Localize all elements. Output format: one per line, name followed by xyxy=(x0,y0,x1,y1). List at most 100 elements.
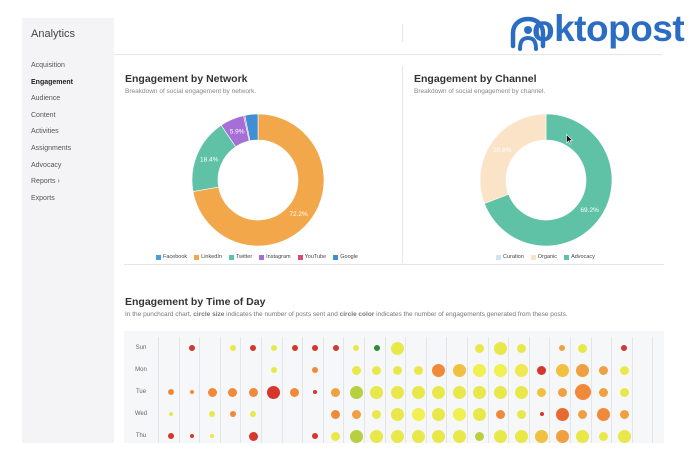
punchcard-dot[interactable] xyxy=(597,407,610,421)
punchcard-dot[interactable] xyxy=(351,409,361,419)
punchcard-dot[interactable] xyxy=(452,385,466,399)
punchcard-dot[interactable] xyxy=(391,385,404,399)
punchcard-dot[interactable] xyxy=(331,409,341,419)
punchcard-dot[interactable] xyxy=(516,409,526,419)
punchcard-dot[interactable] xyxy=(578,409,588,419)
punchcard-dot[interactable] xyxy=(537,365,547,375)
legend-item-twitter[interactable]: Twitter xyxy=(228,254,252,260)
punchcard-dot[interactable] xyxy=(370,429,384,443)
punchcard-dot[interactable] xyxy=(248,387,258,397)
legend-item-organic[interactable]: Organic xyxy=(530,254,557,260)
punchcard-dot[interactable] xyxy=(331,431,341,441)
punchcard-dot[interactable] xyxy=(559,345,566,351)
punchcard-dot[interactable] xyxy=(313,390,318,394)
punchcard-dot[interactable] xyxy=(351,365,361,375)
punchcard-dot[interactable] xyxy=(452,407,466,421)
punchcard-dot[interactable] xyxy=(619,365,629,375)
punchcard-dot[interactable] xyxy=(391,407,404,421)
sidebar-item-reports[interactable]: Reports › xyxy=(31,178,60,186)
punchcard-dot[interactable] xyxy=(229,345,236,351)
sidebar-item-audience[interactable]: Audience xyxy=(31,95,61,103)
sidebar-item-engagement[interactable]: Engagement xyxy=(31,78,74,86)
sidebar-item-advocacy[interactable]: Advocacy xyxy=(31,161,62,169)
punchcard-dot[interactable] xyxy=(621,345,628,351)
punchcard-dot[interactable] xyxy=(578,343,588,353)
punchcard-dot[interactable] xyxy=(599,365,608,375)
punchcard-dot[interactable] xyxy=(576,429,590,443)
slice-linkedin[interactable] xyxy=(192,114,324,246)
legend-item-advocacy[interactable]: Advocacy xyxy=(564,254,595,260)
punchcard-dot[interactable] xyxy=(167,389,174,395)
punchcard-dot[interactable] xyxy=(555,363,569,377)
sidebar-item-assignments[interactable]: Assignments xyxy=(31,144,72,152)
punchcard-dot[interactable] xyxy=(432,363,446,377)
punchcard-dot[interactable] xyxy=(331,387,341,397)
punchcard-dot[interactable] xyxy=(494,429,507,443)
punchcard-dot[interactable] xyxy=(452,429,466,443)
slice-advocacy[interactable] xyxy=(483,114,612,246)
slice-google[interactable] xyxy=(244,114,259,142)
punchcard-dot[interactable] xyxy=(514,363,528,377)
punchcard-dot[interactable] xyxy=(494,385,507,399)
punchcard-dot[interactable] xyxy=(270,367,277,373)
punchcard-dot[interactable] xyxy=(516,343,526,353)
punchcard-dot[interactable] xyxy=(250,345,257,351)
punchcard-dot[interactable] xyxy=(574,384,591,400)
punchcard-dot[interactable] xyxy=(391,341,404,355)
sidebar-item-exports[interactable]: Exports xyxy=(31,194,55,202)
punchcard-dot[interactable] xyxy=(391,429,404,443)
punchcard-dot[interactable] xyxy=(619,409,629,419)
punchcard-dot[interactable] xyxy=(599,431,608,441)
punchcard-dot[interactable] xyxy=(209,411,216,417)
legend-item-curation[interactable]: Curation xyxy=(496,254,524,260)
punchcard-dot[interactable] xyxy=(494,363,507,377)
punchcard-dot[interactable] xyxy=(393,365,402,375)
punchcard-dot[interactable] xyxy=(432,429,446,443)
punchcard-dot[interactable] xyxy=(619,387,629,397)
punchcard-dot[interactable] xyxy=(413,365,423,375)
slice-organic[interactable] xyxy=(480,114,547,204)
punchcard-dot[interactable] xyxy=(473,385,487,399)
punchcard-dot[interactable] xyxy=(332,345,339,351)
punchcard-dot[interactable] xyxy=(370,385,384,399)
punchcard-dot[interactable] xyxy=(411,385,425,399)
punchcard-dot[interactable] xyxy=(312,345,319,351)
punchcard-dot[interactable] xyxy=(228,387,238,397)
punchcard-dot[interactable] xyxy=(189,390,194,394)
punchcard-dot[interactable] xyxy=(535,429,549,443)
sidebar-item-acquisition[interactable]: Acquisition xyxy=(31,62,65,69)
punchcard-dot[interactable] xyxy=(188,345,195,351)
punchcard-dot[interactable] xyxy=(537,387,547,397)
punchcard-dot[interactable] xyxy=(167,433,174,439)
punchcard-dot[interactable] xyxy=(373,345,380,351)
sidebar-item-activities[interactable]: Activities xyxy=(31,128,59,136)
punchcard-dot[interactable] xyxy=(353,345,360,351)
punchcard-dot[interactable] xyxy=(411,429,425,443)
punchcard-dot[interactable] xyxy=(270,345,277,351)
punchcard-dot[interactable] xyxy=(496,409,505,419)
punchcard-dot[interactable] xyxy=(411,407,425,421)
punchcard-dot[interactable] xyxy=(372,365,382,375)
punchcard-dot[interactable] xyxy=(291,345,298,351)
punchcard-dot[interactable] xyxy=(432,407,446,421)
punchcard-dot[interactable] xyxy=(349,429,363,443)
punchcard-dot[interactable] xyxy=(312,433,319,439)
punchcard-dot[interactable] xyxy=(475,343,485,353)
punchcard-dot[interactable] xyxy=(599,387,608,397)
punchcard-dot[interactable] xyxy=(555,407,569,421)
punchcard-dot[interactable] xyxy=(514,385,528,399)
punchcard-dot[interactable] xyxy=(372,409,382,419)
punchcard-dot[interactable] xyxy=(473,407,487,421)
punchcard-dot[interactable] xyxy=(207,387,217,397)
punchcard-dot[interactable] xyxy=(494,341,507,355)
legend-item-facebook[interactable]: Facebook xyxy=(156,254,187,260)
punchcard-dot[interactable] xyxy=(250,411,257,417)
punchcard-dot[interactable] xyxy=(349,385,363,399)
punchcard-dot[interactable] xyxy=(267,385,281,399)
punchcard-dot[interactable] xyxy=(290,387,299,397)
punchcard-dot[interactable] xyxy=(475,431,485,441)
punchcard-dot[interactable] xyxy=(432,385,446,399)
punchcard-dot[interactable] xyxy=(555,429,569,443)
punchcard-dot[interactable] xyxy=(189,434,194,438)
punchcard-dot[interactable] xyxy=(557,387,567,397)
